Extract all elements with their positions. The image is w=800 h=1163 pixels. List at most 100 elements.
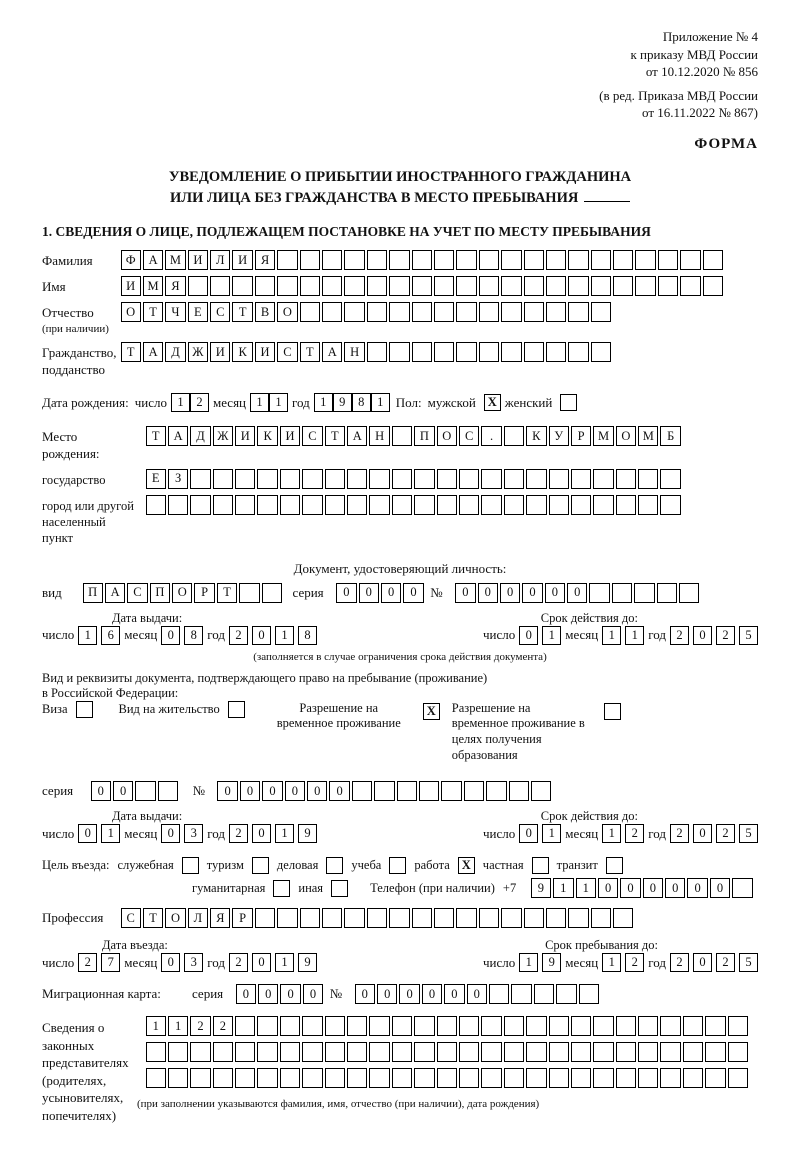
place-of-birth-row3-boxes[interactable] — [145, 495, 681, 515]
representatives-row2-boxes-cell-26[interactable] — [728, 1042, 748, 1062]
place-of-birth-row2-boxes-cell-11[interactable] — [392, 469, 412, 489]
residence-doc-number-boxes-cell-1[interactable]: 0 — [240, 781, 260, 801]
migration-card-series-boxes-cell-3[interactable]: 0 — [303, 984, 323, 1004]
patronymic-boxes-cell-1[interactable]: Т — [143, 302, 163, 322]
id-doc-series-boxes-cell-2[interactable]: 0 — [381, 583, 401, 603]
name-boxes-cell-25[interactable] — [680, 276, 700, 296]
citizenship-boxes-cell-11[interactable] — [367, 342, 387, 362]
representatives-row1-boxes-cell-26[interactable] — [728, 1016, 748, 1036]
name-boxes-cell-7[interactable] — [277, 276, 297, 296]
representatives-row3-boxes-cell-19[interactable] — [571, 1068, 591, 1088]
residence-doc-number-boxes-cell-0[interactable]: 0 — [217, 781, 237, 801]
place-of-birth-row2-boxes-cell-20[interactable] — [593, 469, 613, 489]
purpose-checkbox-serv[interactable] — [182, 857, 199, 874]
citizenship-boxes-cell-0[interactable]: Т — [121, 342, 141, 362]
phone-boxes-cell-7[interactable]: 0 — [687, 878, 707, 898]
place-of-birth-row3-boxes-cell-14[interactable] — [459, 495, 479, 515]
representatives-row2-boxes-cell-8[interactable] — [325, 1042, 345, 1062]
representatives-row2-boxes-cell-21[interactable] — [616, 1042, 636, 1062]
name-boxes-cell-0[interactable]: И — [121, 276, 141, 296]
surname-boxes-cell-4[interactable]: Л — [210, 250, 230, 270]
citizenship-boxes-cell-18[interactable] — [524, 342, 544, 362]
patronymic-boxes-cell-21[interactable] — [591, 302, 611, 322]
profession-boxes-cell-19[interactable] — [546, 908, 566, 928]
place-of-birth-row1-boxes-cell-21[interactable]: О — [616, 426, 636, 446]
representatives-row2-boxes-cell-16[interactable] — [504, 1042, 524, 1062]
residency-permit-option[interactable]: Вид на жительство — [119, 701, 249, 718]
place-of-birth-row2-boxes-cell-12[interactable] — [414, 469, 434, 489]
migration-card-number-boxes-cell-9[interactable] — [556, 984, 576, 1004]
profession-boxes-cell-16[interactable] — [479, 908, 499, 928]
name-boxes-cell-9[interactable] — [322, 276, 342, 296]
id-doc-type-boxes-cell-8[interactable] — [262, 583, 282, 603]
representatives-row1-boxes-cell-5[interactable] — [257, 1016, 277, 1036]
profession-boxes-cell-7[interactable] — [277, 908, 297, 928]
place-of-birth-row2-boxes-cell-1[interactable]: З — [168, 469, 188, 489]
profession-boxes-cell-10[interactable] — [344, 908, 364, 928]
migration-card-number-boxes-cell-4[interactable]: 0 — [444, 984, 464, 1004]
representatives-row3-boxes-cell-17[interactable] — [526, 1068, 546, 1088]
phone-boxes-cell-9[interactable] — [732, 878, 752, 898]
representatives-row1-boxes-cell-19[interactable] — [571, 1016, 591, 1036]
surname-boxes-cell-13[interactable] — [412, 250, 432, 270]
profession-boxes-cell-3[interactable]: Л — [188, 908, 208, 928]
citizenship-boxes-cell-17[interactable] — [501, 342, 521, 362]
patronymic-boxes-cell-7[interactable]: О — [277, 302, 297, 322]
place-of-birth-row3-boxes-cell-0[interactable] — [146, 495, 166, 515]
surname-boxes-cell-2[interactable]: М — [165, 250, 185, 270]
representatives-row3-boxes-cell-22[interactable] — [638, 1068, 658, 1088]
place-of-birth-row2-boxes-cell-0[interactable]: Е — [146, 469, 166, 489]
name-boxes-cell-1[interactable]: М — [143, 276, 163, 296]
representatives-row3-boxes-cell-23[interactable] — [660, 1068, 680, 1088]
residence-doc-series-boxes-cell-1[interactable]: 0 — [113, 781, 133, 801]
purpose-checkbox-business[interactable] — [326, 857, 343, 874]
place-of-birth-row1-boxes-cell-16[interactable] — [504, 426, 524, 446]
place-of-birth-row1-boxes-cell-20[interactable]: М — [593, 426, 613, 446]
representatives-row2-boxes-cell-15[interactable] — [481, 1042, 501, 1062]
representatives-row3-boxes-cell-10[interactable] — [369, 1068, 389, 1088]
patronymic-boxes-cell-6[interactable]: В — [255, 302, 275, 322]
id-doc-type-boxes-cell-2[interactable]: С — [127, 583, 147, 603]
representatives-row1-boxes-cell-20[interactable] — [593, 1016, 613, 1036]
profession-boxes-cell-2[interactable]: О — [165, 908, 185, 928]
patronymic-boxes-cell-20[interactable] — [568, 302, 588, 322]
representatives-row3-boxes-cell-16[interactable] — [504, 1068, 524, 1088]
name-boxes-cell-4[interactable] — [210, 276, 230, 296]
representatives-row1-boxes-cell-9[interactable] — [347, 1016, 367, 1036]
patronymic-boxes-cell-8[interactable] — [300, 302, 320, 322]
patronymic-boxes-cell-0[interactable]: О — [121, 302, 141, 322]
name-boxes-cell-19[interactable] — [546, 276, 566, 296]
representatives-row2-boxes-cell-13[interactable] — [437, 1042, 457, 1062]
representatives-row1-boxes-cell-12[interactable] — [414, 1016, 434, 1036]
representatives-row3-boxes-cell-21[interactable] — [616, 1068, 636, 1088]
name-boxes-cell-17[interactable] — [501, 276, 521, 296]
citizenship-boxes-cell-15[interactable] — [456, 342, 476, 362]
name-boxes-cell-8[interactable] — [300, 276, 320, 296]
id-doc-number-boxes-cell-3[interactable]: 0 — [522, 583, 542, 603]
id-doc-number-boxes-cell-2[interactable]: 0 — [500, 583, 520, 603]
surname-boxes-cell-9[interactable] — [322, 250, 342, 270]
name-boxes-cell-2[interactable]: Я — [165, 276, 185, 296]
place-of-birth-row1-boxes-cell-4[interactable]: И — [235, 426, 255, 446]
phone-boxes-cell-0[interactable]: 9 — [531, 878, 551, 898]
representatives-row3-boxes-cell-11[interactable] — [392, 1068, 412, 1088]
patronymic-boxes-cell-18[interactable] — [524, 302, 544, 322]
phone-boxes-cell-1[interactable]: 1 — [553, 878, 573, 898]
temp-residence-checkbox[interactable]: X — [423, 703, 440, 720]
name-boxes-cell-22[interactable] — [613, 276, 633, 296]
place-of-birth-row2-boxes-cell-16[interactable] — [504, 469, 524, 489]
migration-card-series-boxes-cell-1[interactable]: 0 — [258, 984, 278, 1004]
citizenship-boxes-cell-20[interactable] — [568, 342, 588, 362]
representatives-row2-boxes-cell-10[interactable] — [369, 1042, 389, 1062]
representatives-row3-boxes-cell-25[interactable] — [705, 1068, 725, 1088]
place-of-birth-row1-boxes-cell-6[interactable]: И — [280, 426, 300, 446]
residence-doc-number-boxes-cell-12[interactable] — [486, 781, 506, 801]
id-doc-number-boxes-cell-0[interactable]: 0 — [455, 583, 475, 603]
name-boxes-cell-15[interactable] — [456, 276, 476, 296]
profession-boxes-cell-17[interactable] — [501, 908, 521, 928]
place-of-birth-row3-boxes-cell-23[interactable] — [660, 495, 680, 515]
profession-boxes-cell-6[interactable] — [255, 908, 275, 928]
